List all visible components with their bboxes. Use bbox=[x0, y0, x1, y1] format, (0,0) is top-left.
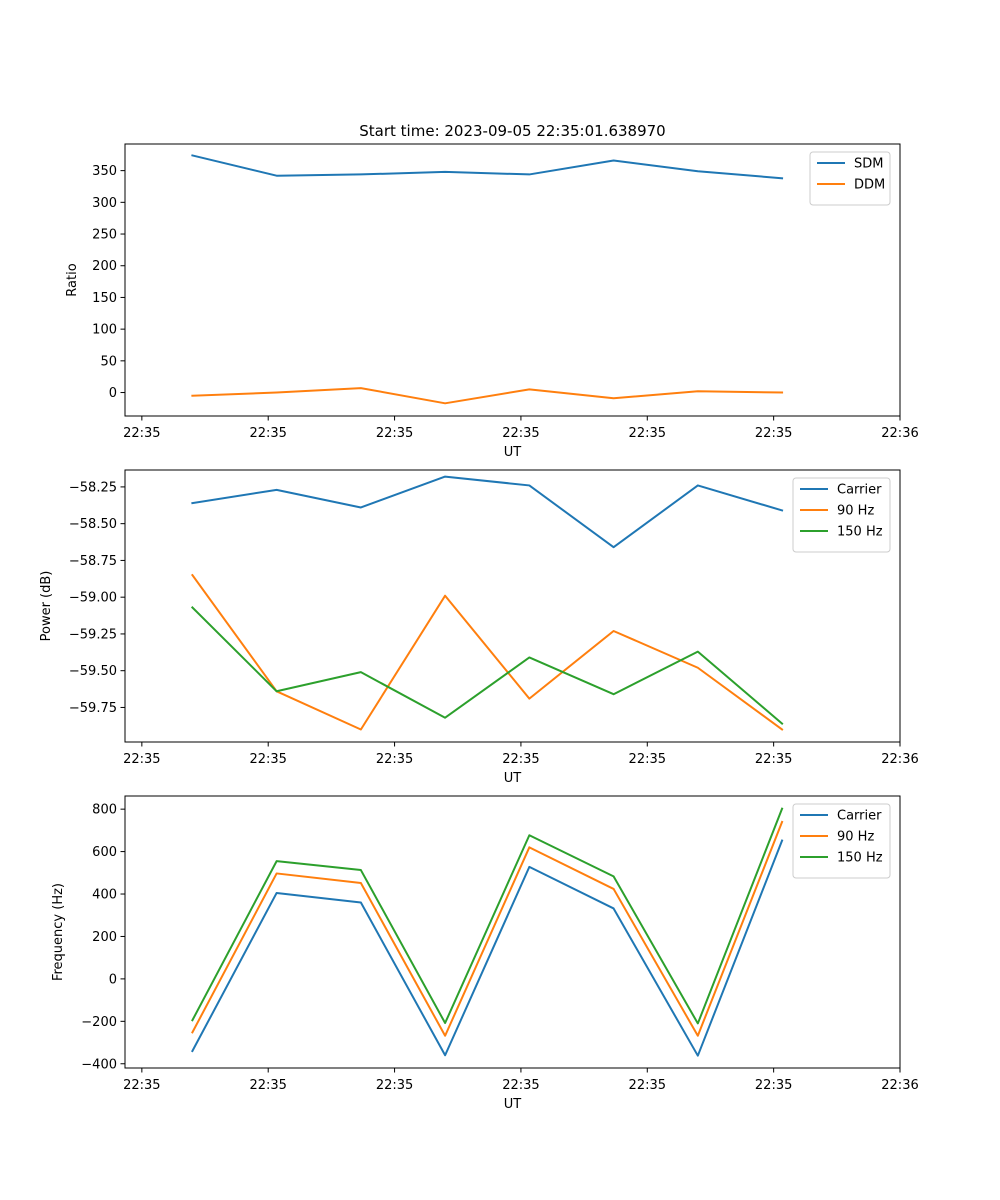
legend-box bbox=[809, 151, 891, 206]
x-tick-label: 22:35 bbox=[502, 752, 539, 767]
axes-frame bbox=[124, 795, 901, 1069]
y-tick-label: 600 bbox=[92, 845, 117, 860]
axes-frame bbox=[124, 143, 901, 417]
x-tick-label: 22:35 bbox=[502, 426, 539, 441]
y-tick-label: 0 bbox=[109, 386, 117, 401]
y-tick-label: −58.25 bbox=[69, 480, 117, 495]
y-tick-label: 800 bbox=[92, 803, 117, 818]
legend-entry: 90 Hz bbox=[837, 830, 874, 845]
y-tick-label: 200 bbox=[92, 930, 117, 945]
legend-box bbox=[792, 477, 891, 553]
x-tick-label: 22:36 bbox=[881, 752, 918, 767]
y-tick-label: −59.50 bbox=[69, 664, 117, 679]
chart-title: Start time: 2023-09-05 22:35:01.638970 bbox=[359, 122, 665, 140]
x-axis-label: UT bbox=[504, 771, 522, 786]
x-tick-label: 22:35 bbox=[376, 426, 413, 441]
series-line-150-hz bbox=[191, 807, 784, 1025]
x-tick-label: 22:35 bbox=[249, 752, 286, 767]
legend-entry: 150 Hz bbox=[837, 525, 883, 540]
y-tick-label: 50 bbox=[100, 354, 117, 369]
legend-entry: Carrier bbox=[837, 483, 882, 498]
legend-entry: SDM bbox=[854, 157, 883, 172]
legend-box bbox=[792, 803, 891, 879]
y-tick-label: 350 bbox=[92, 164, 117, 179]
y-axis-label: Ratio bbox=[65, 263, 80, 296]
legend-entry: Carrier bbox=[837, 809, 882, 824]
x-axis-label: UT bbox=[504, 445, 522, 460]
series-line-90-hz bbox=[190, 573, 784, 731]
y-axis-label: Power (dB) bbox=[39, 571, 54, 642]
y-tick-label: 250 bbox=[92, 228, 117, 243]
y-tick-label: −59.00 bbox=[69, 591, 117, 606]
y-tick-label: −59.75 bbox=[69, 701, 117, 716]
x-tick-label: 22:35 bbox=[123, 426, 160, 441]
legend-entry: DDM bbox=[854, 178, 885, 193]
y-tick-label: −58.50 bbox=[69, 517, 117, 532]
x-tick-label: 22:35 bbox=[123, 752, 160, 767]
y-tick-label: −59.25 bbox=[69, 627, 117, 642]
series-line-sdm bbox=[191, 154, 784, 180]
series-line-ddm bbox=[191, 387, 784, 405]
subplot-3: 22:35 22:35 22:35 22:35 22:35 22:35 22:36 −400 −… bbox=[51, 795, 919, 1112]
x-tick-label: 22:35 bbox=[755, 752, 792, 767]
y-tick-label: 0 bbox=[109, 972, 117, 987]
x-tick-label: 22:35 bbox=[376, 1078, 413, 1093]
x-tick-label: 22:35 bbox=[123, 1078, 160, 1093]
y-axis-label: Frequency (Hz) bbox=[51, 883, 66, 981]
x-tick-label: 22:35 bbox=[249, 1078, 286, 1093]
y-tick-label: 150 bbox=[92, 291, 117, 306]
x-tick-label: 22:35 bbox=[502, 1078, 539, 1093]
x-tick-label: 22:35 bbox=[755, 1078, 792, 1093]
legend-entry: 90 Hz bbox=[837, 504, 874, 519]
y-tick-label: −400 bbox=[81, 1057, 117, 1072]
x-tick-label: 22:36 bbox=[881, 426, 918, 441]
x-tick-label: 22:36 bbox=[881, 1078, 918, 1093]
y-tick-label: −200 bbox=[81, 1015, 117, 1030]
y-tick-label: 300 bbox=[92, 196, 117, 211]
y-tick-label: −58.75 bbox=[69, 554, 117, 569]
x-tick-label: 22:35 bbox=[249, 426, 286, 441]
x-tick-label: 22:35 bbox=[629, 426, 666, 441]
series-line-carrier bbox=[191, 475, 784, 549]
x-axis-label: UT bbox=[504, 1097, 522, 1112]
x-tick-label: 22:35 bbox=[376, 752, 413, 767]
axes-frame bbox=[124, 469, 901, 743]
y-tick-label: 400 bbox=[92, 888, 117, 903]
y-tick-label: 200 bbox=[92, 259, 117, 274]
x-tick-label: 22:35 bbox=[629, 752, 666, 767]
series-line-90-hz bbox=[191, 820, 784, 1037]
legend: SDM DDM bbox=[809, 151, 891, 206]
y-tick-label: 100 bbox=[92, 323, 117, 338]
x-tick-label: 22:35 bbox=[629, 1078, 666, 1093]
series-line-carrier bbox=[191, 839, 784, 1057]
chart-root: 22:35 22:35 22:35 22:35 22:35 22:35 22:36 0 50 10… bbox=[39, 143, 919, 1112]
legend: Carrier 90 Hz 150 Hz bbox=[792, 803, 891, 879]
legend-entry: 150 Hz bbox=[837, 851, 883, 866]
series-line-150-hz bbox=[190, 606, 784, 726]
legend: Carrier 90 Hz 150 Hz bbox=[792, 477, 891, 553]
subplot-2: 22:35 22:35 22:35 22:35 22:35 22:35 22:36 −59.7… bbox=[39, 469, 919, 786]
x-tick-label: 22:35 bbox=[755, 426, 792, 441]
subplot-1: 22:35 22:35 22:35 22:35 22:35 22:35 22:36 0 50 10… bbox=[65, 143, 919, 460]
